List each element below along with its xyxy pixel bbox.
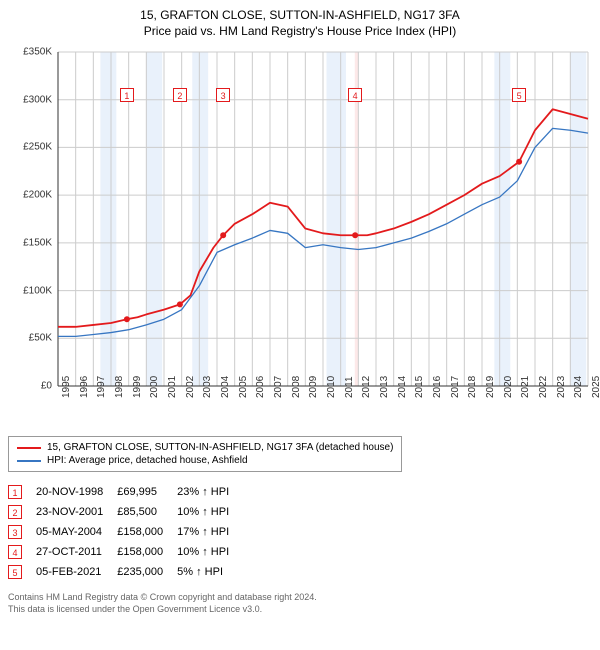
x-axis-label: 1999 xyxy=(132,376,143,398)
table-row: 1 20-NOV-1998£69,99523% ↑ HPI xyxy=(8,482,243,502)
x-axis-label: 2018 xyxy=(467,376,478,398)
x-axis-label: 2011 xyxy=(344,376,355,398)
legend-item: 15, GRAFTON CLOSE, SUTTON-IN-ASHFIELD, N… xyxy=(17,441,393,454)
x-axis-label: 2022 xyxy=(538,376,549,398)
transaction-marker: 4 xyxy=(8,545,22,559)
transactions-table: 1 20-NOV-1998£69,99523% ↑ HPI 2 23-NOV-2001… xyxy=(8,482,243,582)
transaction-price: £158,000 xyxy=(117,522,177,542)
x-axis-label: 1998 xyxy=(114,376,125,398)
x-axis-label: 2010 xyxy=(326,376,337,398)
y-axis-label: £150K xyxy=(23,237,52,248)
chart-subtitle: Price paid vs. HM Land Registry's House … xyxy=(8,24,592,38)
x-axis-label: 2008 xyxy=(291,376,302,398)
transaction-delta: 23% ↑ HPI xyxy=(177,482,243,502)
x-axis-label: 2003 xyxy=(202,376,213,398)
footer-line2: This data is licensed under the Open Gov… xyxy=(8,604,592,616)
y-axis-label: £0 xyxy=(41,381,52,392)
transaction-date: 23-NOV-2001 xyxy=(36,502,117,522)
chart-marker-1: 1 xyxy=(120,88,134,102)
legend-box: 15, GRAFTON CLOSE, SUTTON-IN-ASHFIELD, N… xyxy=(8,436,402,472)
transaction-marker: 3 xyxy=(8,525,22,539)
footer-line1: Contains HM Land Registry data © Crown c… xyxy=(8,592,592,604)
transaction-date: 20-NOV-1998 xyxy=(36,482,117,502)
x-axis-label: 2015 xyxy=(414,376,425,398)
chart-marker-4: 4 xyxy=(348,88,362,102)
x-axis-label: 2019 xyxy=(485,376,496,398)
transaction-marker: 2 xyxy=(8,505,22,519)
x-axis-label: 2002 xyxy=(185,376,196,398)
legend-swatch xyxy=(17,460,41,462)
chart-title: 15, GRAFTON CLOSE, SUTTON-IN-ASHFIELD, N… xyxy=(8,8,592,22)
x-axis-label: 2006 xyxy=(255,376,266,398)
table-row: 3 05-MAY-2004£158,00017% ↑ HPI xyxy=(8,522,243,542)
x-axis-label: 2023 xyxy=(556,376,567,398)
x-axis-label: 2025 xyxy=(591,376,600,398)
x-axis-label: 2005 xyxy=(238,376,249,398)
x-axis-label: 2016 xyxy=(432,376,443,398)
x-axis-label: 2001 xyxy=(167,376,178,398)
x-axis-label: 2024 xyxy=(573,376,584,398)
legend-item: HPI: Average price, detached house, Ashf… xyxy=(17,454,393,467)
x-axis-label: 2009 xyxy=(308,376,319,398)
legend-swatch xyxy=(17,447,41,449)
transaction-date: 05-FEB-2021 xyxy=(36,562,117,582)
chart-area: £0 £50K £100K £150K £200K £250K £300K £350K 1995… xyxy=(8,46,592,426)
transaction-marker: 1 xyxy=(8,485,22,499)
x-axis-label: 2007 xyxy=(273,376,284,398)
transaction-price: £158,000 xyxy=(117,542,177,562)
transaction-price: £69,995 xyxy=(117,482,177,502)
transaction-price: £235,000 xyxy=(117,562,177,582)
x-axis-label: 1996 xyxy=(79,376,90,398)
transaction-marker: 5 xyxy=(8,565,22,579)
transaction-delta: 10% ↑ HPI xyxy=(177,502,243,522)
transaction-date: 05-MAY-2004 xyxy=(36,522,117,542)
x-axis-label: 2004 xyxy=(220,376,231,398)
table-row: 2 23-NOV-2001£85,50010% ↑ HPI xyxy=(8,502,243,522)
transaction-price: £85,500 xyxy=(117,502,177,522)
y-axis-label: £50K xyxy=(29,333,52,344)
transaction-date: 27-OCT-2011 xyxy=(36,542,117,562)
y-axis-label: £300K xyxy=(23,94,52,105)
legend-label: HPI: Average price, detached house, Ashf… xyxy=(47,455,248,466)
chart-svg xyxy=(8,46,592,426)
table-row: 4 27-OCT-2011£158,00010% ↑ HPI xyxy=(8,542,243,562)
transaction-delta: 17% ↑ HPI xyxy=(177,522,243,542)
x-axis-label: 1995 xyxy=(61,376,72,398)
y-axis-label: £200K xyxy=(23,190,52,201)
x-axis-label: 2020 xyxy=(503,376,514,398)
table-row: 5 05-FEB-2021£235,0005% ↑ HPI xyxy=(8,562,243,582)
legend-label: 15, GRAFTON CLOSE, SUTTON-IN-ASHFIELD, N… xyxy=(47,442,393,453)
footer: Contains HM Land Registry data © Crown c… xyxy=(8,592,592,615)
y-axis-label: £250K xyxy=(23,142,52,153)
x-axis-label: 2013 xyxy=(379,376,390,398)
x-axis-label: 1997 xyxy=(96,376,107,398)
x-axis-label: 2012 xyxy=(361,376,372,398)
transaction-delta: 5% ↑ HPI xyxy=(177,562,243,582)
y-axis-label: £350K xyxy=(23,47,52,58)
x-axis-label: 2021 xyxy=(520,376,531,398)
chart-marker-5: 5 xyxy=(512,88,526,102)
chart-marker-3: 3 xyxy=(216,88,230,102)
y-axis-label: £100K xyxy=(23,285,52,296)
x-axis-label: 2017 xyxy=(450,376,461,398)
x-axis-label: 2014 xyxy=(397,376,408,398)
x-axis-label: 2000 xyxy=(149,376,160,398)
transaction-delta: 10% ↑ HPI xyxy=(177,542,243,562)
chart-marker-2: 2 xyxy=(173,88,187,102)
chart-container: 15, GRAFTON CLOSE, SUTTON-IN-ASHFIELD, N… xyxy=(0,0,600,650)
